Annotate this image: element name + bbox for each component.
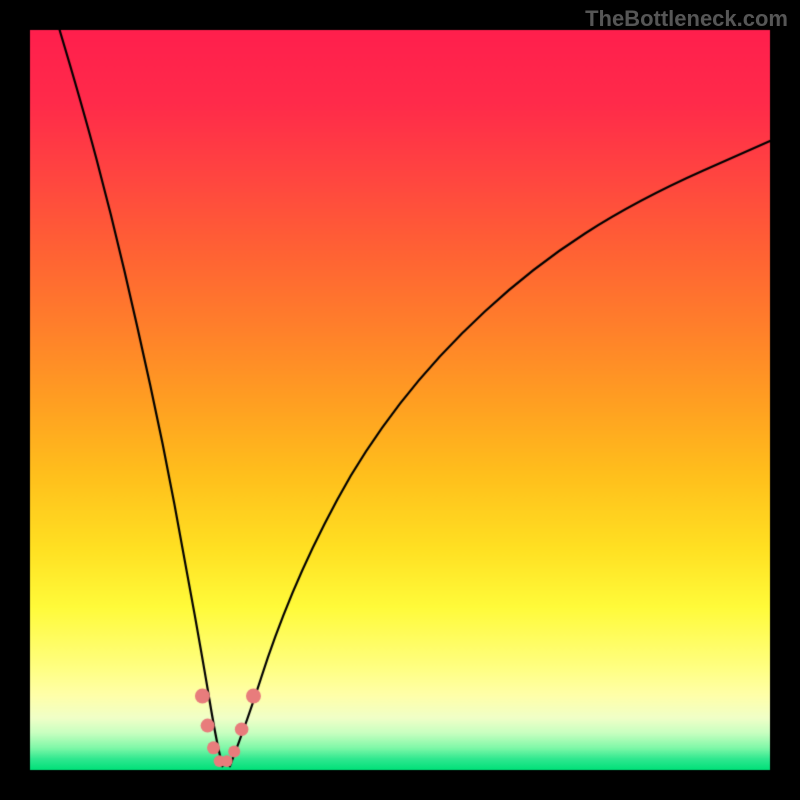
watermark-text: TheBottleneck.com	[585, 6, 788, 32]
bottleneck-curve-chart	[0, 0, 800, 800]
chart-root: TheBottleneck.com	[0, 0, 800, 800]
